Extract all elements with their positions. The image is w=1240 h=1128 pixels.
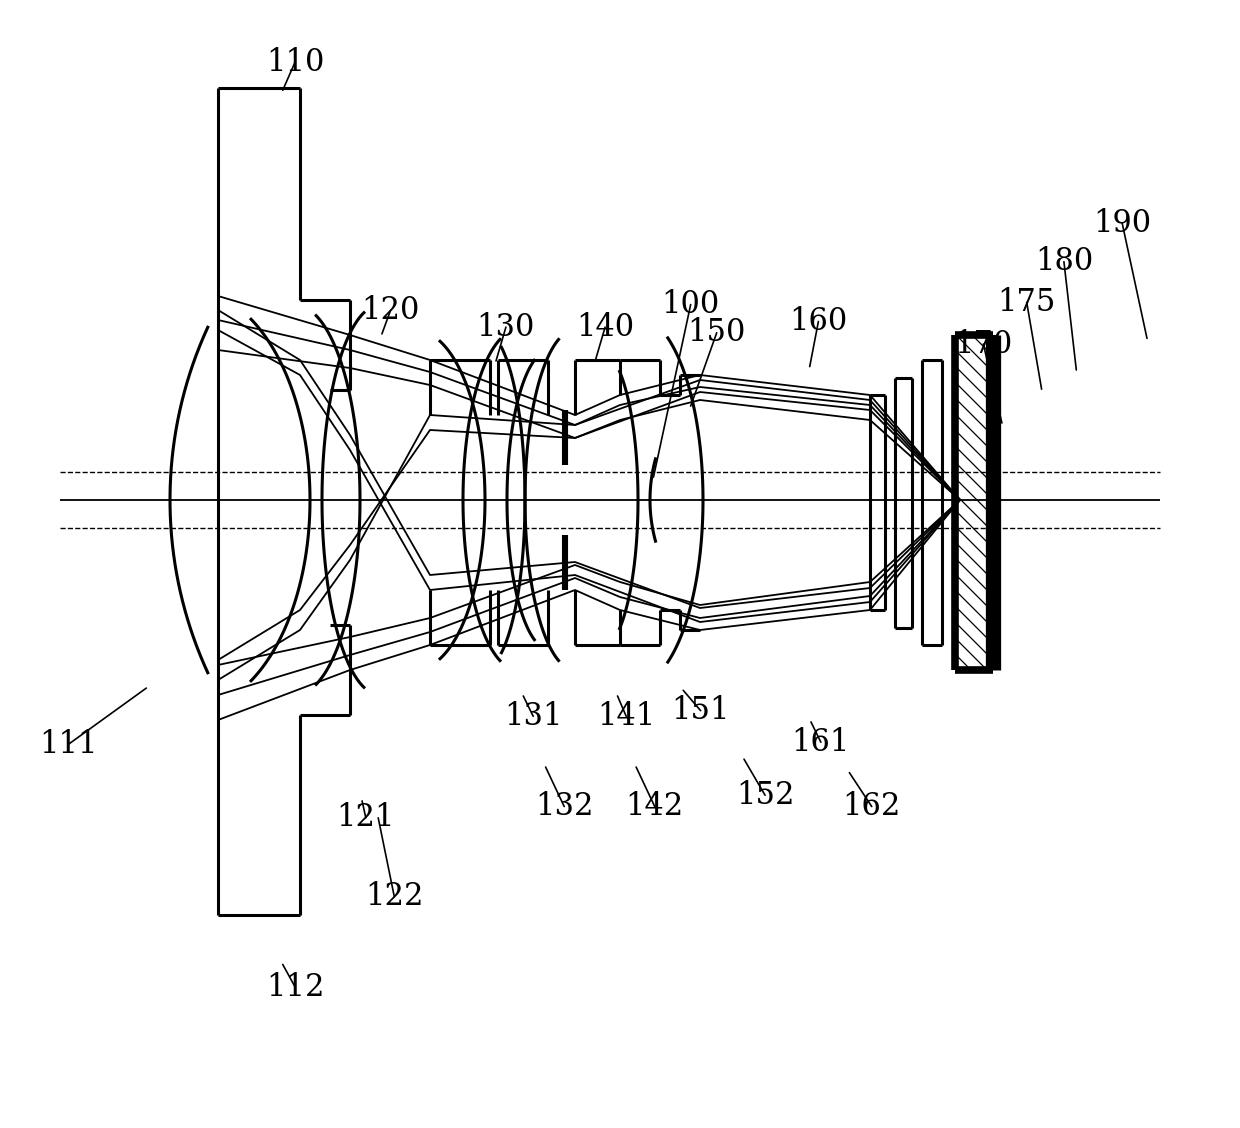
Text: 161: 161 [791, 726, 851, 758]
Text: 140: 140 [577, 311, 634, 343]
Text: 162: 162 [842, 791, 901, 822]
Text: 131: 131 [503, 700, 563, 732]
Text: 151: 151 [671, 695, 730, 726]
Text: 100: 100 [662, 289, 719, 320]
Text: 142: 142 [626, 791, 683, 822]
Text: 160: 160 [790, 306, 847, 337]
Text: 121: 121 [336, 802, 396, 834]
Text: 141: 141 [598, 700, 655, 732]
Text: 112: 112 [265, 971, 325, 1003]
Text: 132: 132 [534, 791, 594, 822]
Text: 130: 130 [476, 311, 536, 343]
Text: 152: 152 [735, 779, 795, 811]
Text: 110: 110 [265, 46, 325, 78]
Text: 111: 111 [38, 729, 98, 760]
Text: 175: 175 [997, 287, 1056, 318]
Bar [955, 335, 993, 670]
Text: 150: 150 [687, 317, 746, 349]
Text: 170: 170 [955, 328, 1012, 360]
Text: 180: 180 [1035, 246, 1092, 277]
Text: 120: 120 [361, 294, 420, 326]
Text: 122: 122 [365, 881, 424, 913]
Text: 190: 190 [1094, 208, 1151, 239]
